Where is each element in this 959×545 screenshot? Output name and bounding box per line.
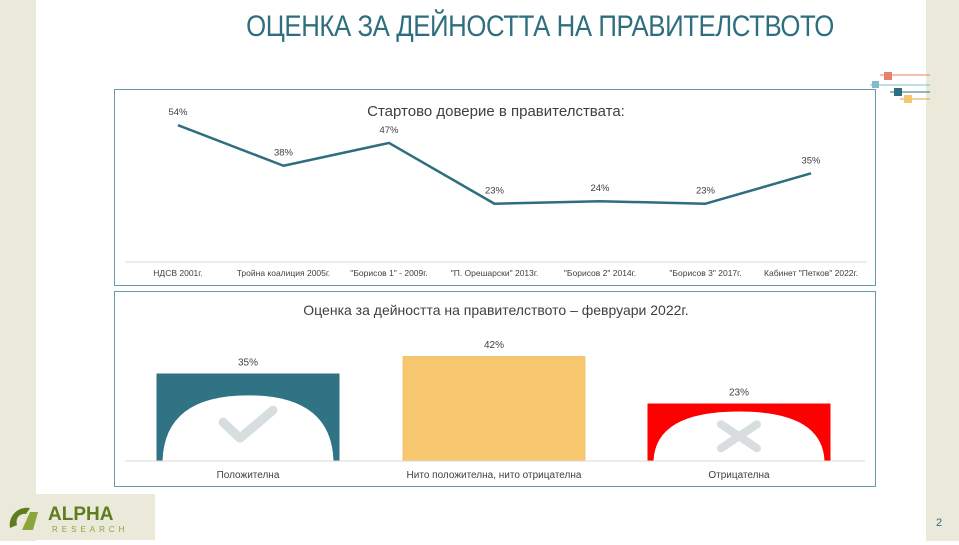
category-label: Тройна коалиция 2005г. (237, 268, 331, 278)
bar (402, 356, 586, 461)
series-line (177, 124, 812, 205)
data-label: 24% (590, 183, 610, 194)
data-label: 23% (696, 186, 716, 197)
line-chart-panel: Стартово доверие в правителствата: 54% НД… (114, 89, 876, 286)
data-label: 47% (379, 125, 399, 136)
category-label: "Борисов 1" - 2009г. (350, 268, 427, 278)
decorative-squares (870, 72, 930, 103)
bar-chart: Оценка за дейността на правителството – … (125, 302, 865, 481)
check-icon (218, 405, 278, 443)
x-icon (717, 420, 761, 453)
category-label: Отрицателна (708, 470, 770, 481)
logo-sub-text: RESEARCH (52, 525, 128, 534)
alpha-research-logo: ALPHA RESEARCH (0, 494, 155, 540)
category-label: Нито положителна, нито отрицателна (407, 470, 582, 481)
category-label: Кабинет "Петков" 2022г. (764, 268, 858, 278)
category-label: Положителна (217, 470, 280, 481)
data-label: 35% (238, 358, 258, 369)
logo-main-text: ALPHA (48, 504, 114, 525)
category-label: "Борисов 2" 2014г. (564, 268, 636, 278)
data-label: 23% (729, 388, 749, 399)
data-label: 42% (484, 340, 504, 351)
category-label: "Борисов 3" 2017г. (669, 268, 741, 278)
bar-chart-title: Оценка за дейността на правителството – … (303, 302, 688, 318)
bar-chart-panel: Оценка за дейността на правителството – … (114, 291, 876, 487)
data-label: 38% (274, 148, 294, 159)
bar (647, 403, 831, 461)
bar (156, 373, 340, 461)
slide-title: ОЦЕНКА ЗА ДЕЙНОСТТА НА ПРАВИТЕЛСТВОТО (246, 10, 834, 43)
data-label: 35% (801, 155, 821, 166)
left-band (0, 0, 36, 541)
line-chart: Стартово доверие в правителствата: 54% НД… (125, 103, 867, 278)
category-label: НДСВ 2001г. (153, 268, 202, 278)
data-label: 23% (485, 186, 505, 197)
category-label: "П. Орешарски" 2013г. (451, 268, 539, 278)
right-band (926, 0, 959, 541)
line-chart-title: Стартово доверие в правителствата: (367, 103, 625, 120)
page-number: 2 (936, 517, 943, 529)
data-label: 54% (168, 107, 188, 118)
